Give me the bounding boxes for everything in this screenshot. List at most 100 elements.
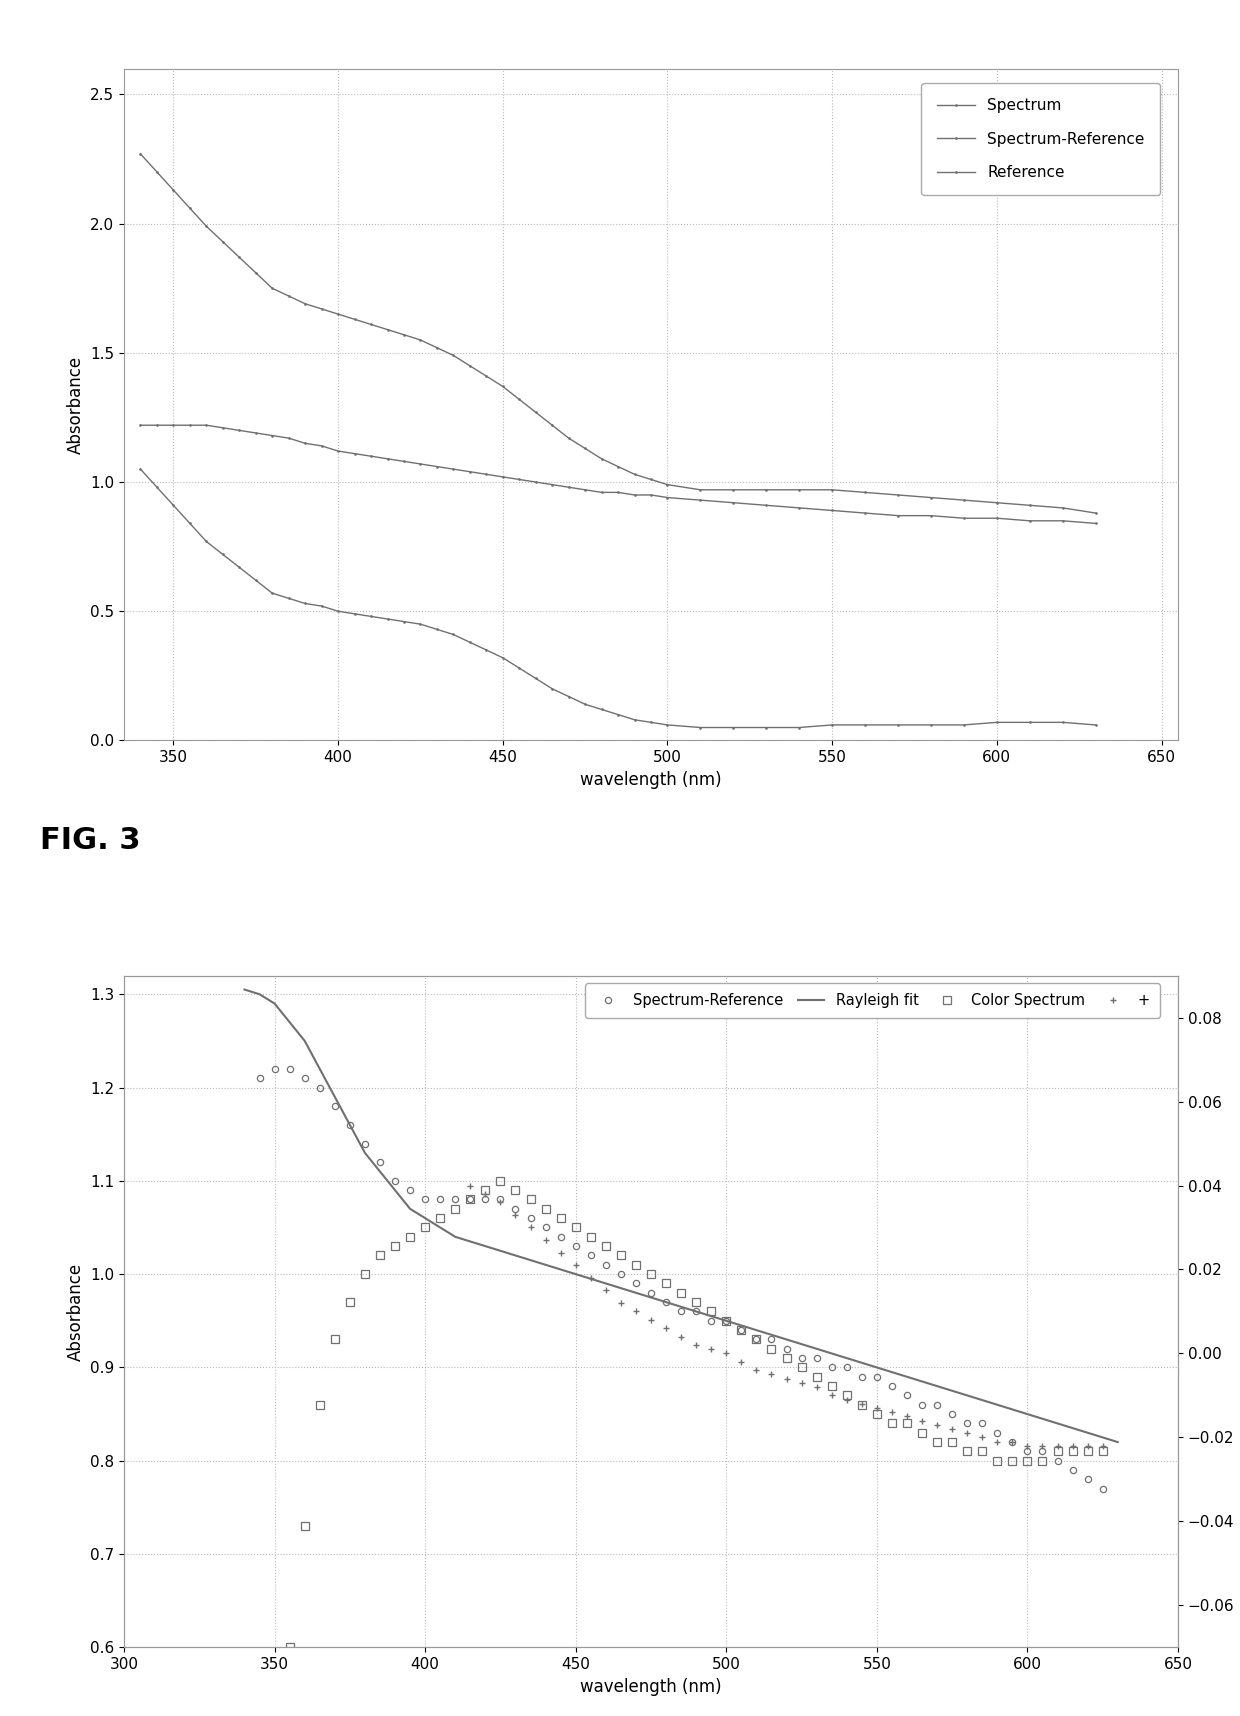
Spectrum-Reference [379, 448, 394, 468]
Spectrum-Reference [854, 1366, 869, 1387]
+ [463, 1175, 477, 1196]
+ [825, 1385, 839, 1405]
Rayleigh fit [357, 1143, 372, 1163]
Spectrum-Reference [216, 417, 231, 438]
+ [749, 1361, 764, 1381]
Spectrum [446, 345, 461, 366]
+ [688, 1335, 703, 1356]
+ [810, 1376, 825, 1397]
Reference [216, 544, 231, 565]
Reference [298, 594, 312, 614]
Spectrum [133, 144, 148, 165]
Spectrum [1055, 498, 1070, 518]
+ [990, 1431, 1004, 1452]
Rayleigh fit [930, 1376, 945, 1397]
Spectrum-Reference [1095, 1479, 1110, 1500]
+ [1004, 1431, 1019, 1452]
Spectrum-Reference [232, 420, 247, 441]
Reference [198, 532, 213, 553]
+ [1095, 1436, 1110, 1457]
Reference [644, 712, 658, 733]
+ [1065, 1436, 1080, 1457]
Rayleigh fit [448, 1227, 463, 1248]
Spectrum-Reference [150, 415, 165, 436]
Spectrum-Reference [463, 462, 477, 482]
Spectrum-Reference [494, 1189, 508, 1210]
Reference [429, 619, 444, 640]
+ [614, 1292, 629, 1313]
Spectrum-Reference [660, 487, 675, 508]
Spectrum [990, 492, 1004, 513]
Spectrum [314, 299, 329, 319]
Spectrum-Reference [479, 463, 494, 484]
Rayleigh fit [658, 1292, 673, 1313]
Spectrum [166, 180, 181, 201]
Reference [759, 717, 774, 738]
+ [629, 1301, 644, 1321]
Spectrum-Reference [956, 508, 971, 529]
Rayleigh fit [283, 1012, 298, 1033]
+ [915, 1411, 930, 1431]
+ [658, 1318, 673, 1338]
Spectrum [594, 448, 609, 468]
Reference [956, 714, 971, 734]
Spectrum [610, 456, 625, 477]
+ [1035, 1436, 1050, 1457]
Spectrum [198, 216, 213, 237]
Reference [331, 601, 346, 621]
Rayleigh fit [342, 1115, 357, 1136]
Spectrum-Reference [792, 498, 807, 518]
Reference [446, 625, 461, 645]
Reference [363, 606, 378, 626]
Line: Spectrum-Reference: Spectrum-Reference [139, 424, 1097, 525]
Spectrum-Reference [839, 1357, 854, 1378]
Spectrum [216, 232, 231, 252]
Reference [725, 717, 740, 738]
Spectrum [363, 314, 378, 335]
Reference [512, 657, 527, 678]
Spectrum-Reference [562, 477, 577, 498]
Legend: Spectrum-Reference, Rayleigh fit, Color Spectrum, +: Spectrum-Reference, Rayleigh fit, Color … [585, 983, 1161, 1018]
Rayleigh fit [267, 994, 281, 1014]
Spectrum-Reference [314, 436, 329, 456]
+ [477, 1184, 492, 1205]
Spectrum [379, 319, 394, 340]
Spectrum-Reference [594, 482, 609, 503]
Spectrum-Reference [198, 415, 213, 436]
Spectrum [544, 415, 559, 436]
Spectrum-Reference [627, 484, 642, 505]
Rayleigh fit [237, 980, 252, 1000]
Rayleigh fit [403, 1198, 418, 1218]
Reference [528, 668, 543, 688]
Spectrum [693, 479, 708, 499]
Spectrum-Reference [1022, 511, 1037, 532]
Spectrum [528, 402, 543, 422]
Line: Color Spectrum: Color Spectrum [285, 1177, 1106, 1651]
Rayleigh fit [388, 1181, 403, 1201]
Spectrum-Reference [644, 484, 658, 505]
Spectrum-Reference [265, 426, 280, 446]
Reference [347, 604, 362, 625]
Reference [397, 611, 412, 631]
Color Spectrum [494, 1170, 508, 1191]
Color Spectrum [1021, 1450, 1035, 1471]
Reference [150, 477, 165, 498]
Spectrum-Reference [544, 474, 559, 494]
Spectrum-Reference [248, 422, 263, 443]
+ [673, 1326, 688, 1347]
Spectrum-Reference [890, 505, 905, 525]
Reference [990, 712, 1004, 733]
Rayleigh fit [312, 1059, 327, 1079]
Reference [133, 458, 148, 479]
Spectrum [578, 438, 593, 458]
Spectrum-Reference [429, 456, 444, 477]
Color Spectrum [433, 1208, 448, 1229]
Reference [924, 714, 939, 734]
Line: Spectrum: Spectrum [139, 153, 1097, 515]
Reference [890, 714, 905, 734]
Reference [182, 513, 197, 534]
Spectrum-Reference [347, 443, 362, 463]
Spectrum [759, 479, 774, 499]
Spectrum-Reference [693, 489, 708, 510]
Rayleigh fit [839, 1347, 854, 1368]
